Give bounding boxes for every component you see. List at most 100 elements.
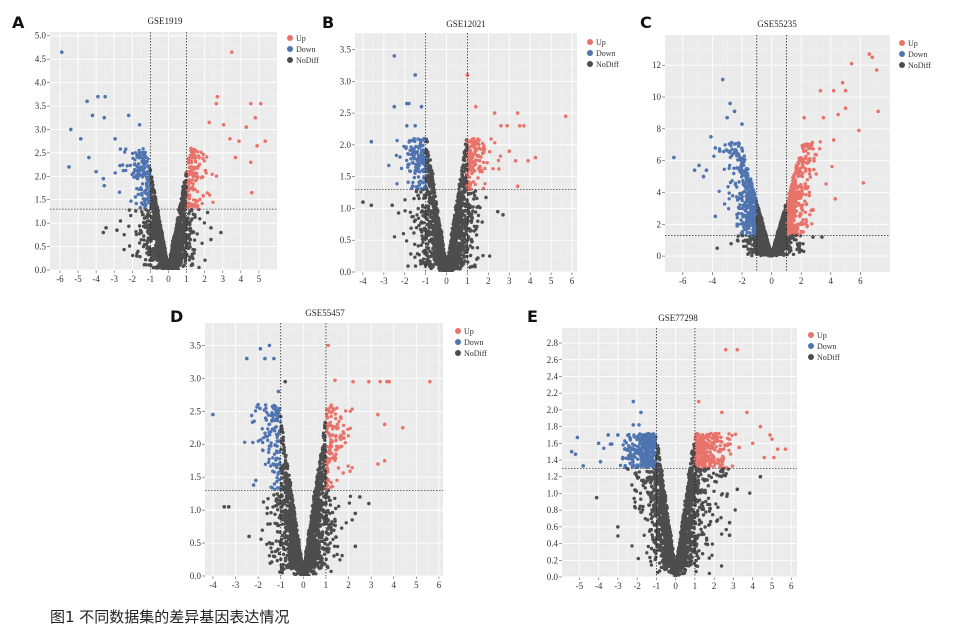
x-tick-label: 6 bbox=[570, 276, 575, 286]
point-nodiff bbox=[471, 209, 475, 213]
point-up bbox=[229, 50, 234, 54]
point-nodiff bbox=[469, 220, 474, 224]
point-down bbox=[748, 231, 752, 235]
point-nodiff bbox=[152, 212, 156, 217]
point-nodiff bbox=[131, 253, 135, 258]
point-down bbox=[144, 161, 148, 165]
point-down bbox=[69, 127, 73, 132]
panel-a: -6 -5 -4 -3 -2 -1 0 1 2 3 4 50.00.51.01.52.02.53.03… bbox=[12, 13, 319, 284]
point-nodiff bbox=[453, 217, 457, 222]
point-nodiff bbox=[454, 226, 458, 230]
point-up bbox=[803, 182, 807, 186]
point-down bbox=[137, 162, 141, 166]
point-nodiff bbox=[403, 198, 407, 202]
point-nodiff bbox=[424, 235, 429, 240]
point-up bbox=[188, 153, 193, 158]
point-nodiff bbox=[412, 219, 417, 224]
point-up bbox=[800, 174, 804, 179]
point-down bbox=[395, 138, 399, 143]
x-tick-label: -2 bbox=[129, 274, 137, 284]
point-nodiff bbox=[426, 246, 431, 250]
point-nodiff bbox=[457, 266, 461, 271]
point-nodiff bbox=[122, 233, 126, 237]
point-nodiff bbox=[427, 200, 431, 204]
legend-label: Up bbox=[296, 34, 306, 43]
point-up bbox=[263, 139, 268, 143]
point-nodiff bbox=[425, 140, 429, 144]
point-nodiff bbox=[181, 264, 185, 268]
point-up bbox=[214, 101, 219, 106]
point-nodiff bbox=[475, 196, 479, 201]
point-nodiff bbox=[428, 181, 433, 185]
point-down bbox=[141, 147, 145, 151]
x-tick-label: 6 bbox=[858, 276, 863, 286]
point-up bbox=[807, 193, 811, 198]
point-up bbox=[195, 189, 200, 194]
point-up bbox=[468, 163, 472, 167]
point-nodiff bbox=[152, 236, 157, 241]
point-nodiff bbox=[419, 243, 423, 247]
point-nodiff bbox=[423, 228, 428, 233]
point-nodiff bbox=[454, 257, 458, 261]
point-nodiff bbox=[456, 216, 460, 220]
point-nodiff bbox=[408, 210, 413, 214]
point-nodiff bbox=[414, 226, 419, 230]
point-up bbox=[253, 115, 258, 120]
point-down bbox=[413, 73, 418, 77]
point-nodiff bbox=[147, 251, 151, 255]
point-down bbox=[146, 157, 150, 161]
point-nodiff bbox=[471, 191, 476, 195]
point-nodiff bbox=[464, 204, 468, 209]
point-nodiff bbox=[434, 256, 438, 260]
point-up bbox=[221, 122, 226, 127]
point-nodiff bbox=[190, 208, 194, 213]
point-nodiff bbox=[464, 228, 468, 233]
point-down bbox=[132, 162, 136, 167]
point-down bbox=[416, 164, 420, 168]
point-nodiff bbox=[185, 221, 189, 226]
point-nodiff bbox=[433, 236, 438, 241]
point-down bbox=[147, 200, 151, 204]
point-up bbox=[248, 101, 253, 106]
point-down bbox=[410, 184, 415, 188]
point-nodiff bbox=[443, 251, 447, 256]
point-up bbox=[496, 158, 501, 163]
point-up bbox=[476, 154, 481, 158]
point-nodiff bbox=[427, 219, 432, 224]
point-down bbox=[141, 202, 145, 207]
point-nodiff bbox=[452, 243, 457, 248]
x-tick-label: 4 bbox=[528, 276, 533, 286]
point-nodiff bbox=[469, 238, 474, 242]
point-up bbox=[477, 146, 481, 151]
point-nodiff bbox=[461, 178, 465, 182]
point-nodiff bbox=[488, 254, 492, 258]
point-nodiff bbox=[417, 196, 421, 201]
point-nodiff bbox=[463, 142, 468, 146]
point-nodiff bbox=[156, 219, 161, 224]
point-nodiff bbox=[163, 253, 167, 257]
point-up bbox=[482, 144, 486, 148]
point-up bbox=[189, 148, 193, 153]
point-nodiff bbox=[459, 225, 463, 229]
point-nodiff bbox=[474, 233, 479, 237]
point-nodiff bbox=[390, 203, 395, 208]
point-up bbox=[493, 141, 497, 145]
point-nodiff bbox=[192, 238, 197, 242]
point-up bbox=[237, 139, 241, 143]
point-nodiff bbox=[153, 206, 157, 211]
point-nodiff bbox=[468, 253, 473, 258]
point-nodiff bbox=[161, 241, 165, 246]
point-nodiff bbox=[457, 213, 461, 217]
point-nodiff bbox=[476, 256, 480, 260]
point-nodiff bbox=[118, 219, 123, 223]
point-up bbox=[189, 170, 193, 175]
point-down bbox=[407, 139, 412, 143]
point-down bbox=[96, 94, 100, 99]
point-nodiff bbox=[143, 258, 148, 262]
point-up bbox=[507, 149, 512, 154]
y-tick-label: 2.0 bbox=[35, 171, 47, 181]
point-nodiff bbox=[149, 257, 153, 262]
point-nodiff bbox=[150, 255, 154, 259]
point-nodiff bbox=[156, 227, 161, 232]
